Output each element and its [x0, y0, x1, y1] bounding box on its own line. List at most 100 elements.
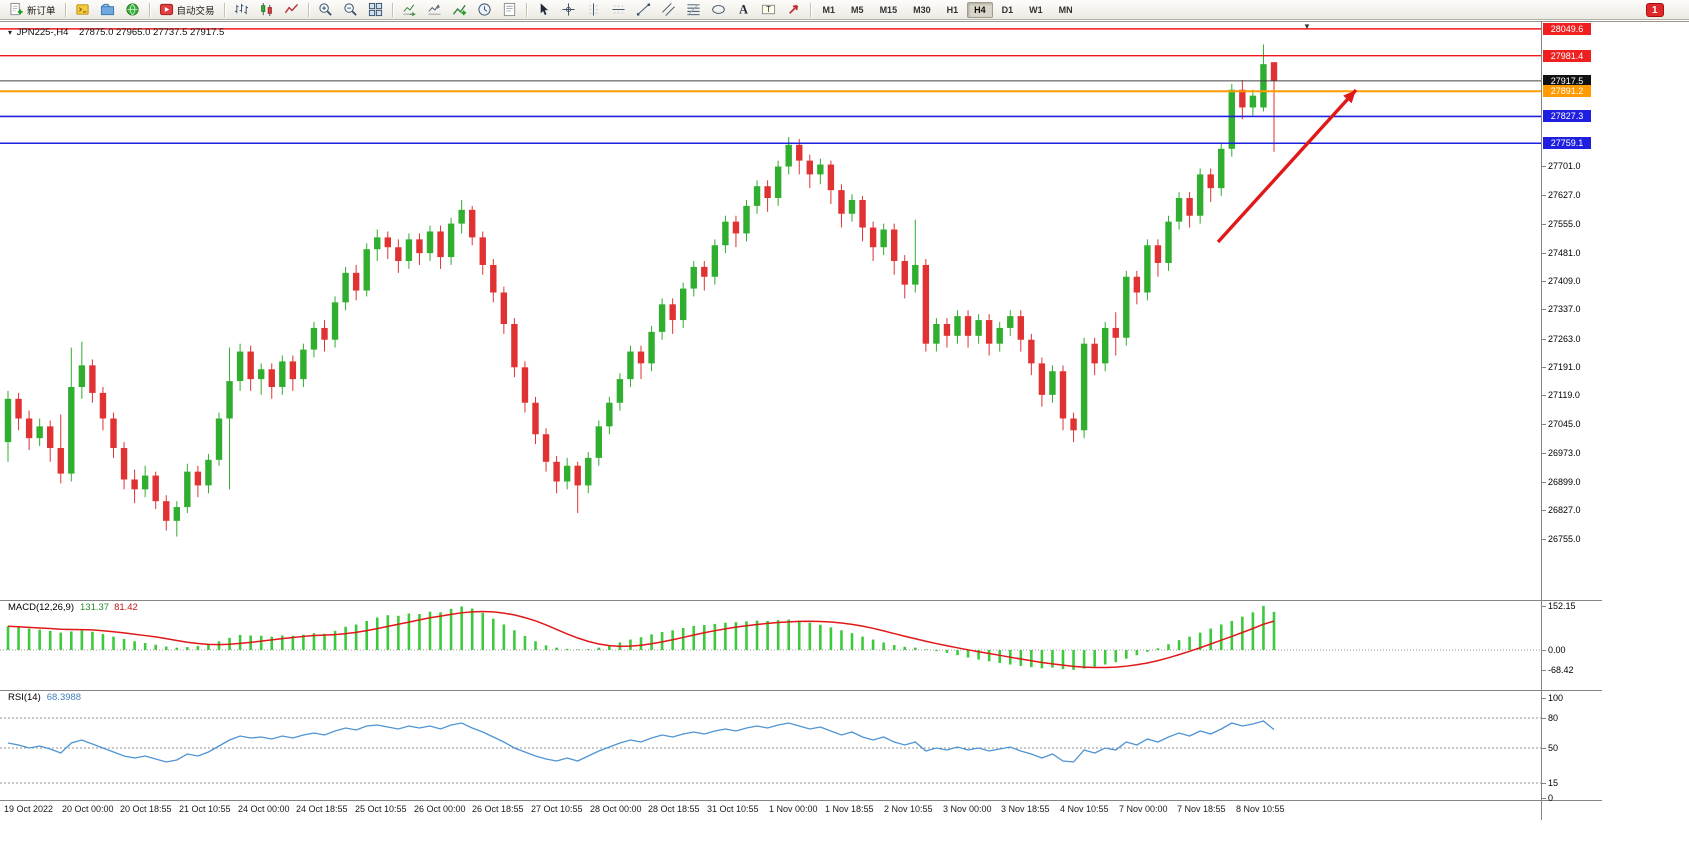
- add-indicator-button[interactable]: [447, 1, 472, 19]
- timeframe-m30-button[interactable]: M30: [913, 4, 931, 15]
- zoom-in-icon: [318, 2, 333, 17]
- templates-button[interactable]: [497, 1, 522, 19]
- timeframe-w1-button[interactable]: W1: [1029, 4, 1043, 15]
- community-icon: [125, 2, 140, 17]
- timeframe-m5-button[interactable]: M5: [851, 4, 864, 15]
- crosshair-icon: [561, 2, 576, 17]
- bar-chart-button[interactable]: [229, 1, 254, 19]
- fibonacci-button[interactable]: [681, 1, 706, 19]
- timeframe-m15-button[interactable]: M15: [879, 4, 898, 15]
- trendline-button[interactable]: [631, 1, 656, 19]
- rsi-panel-separator[interactable]: [0, 690, 1602, 691]
- chart-shift-button[interactable]: [422, 1, 447, 19]
- timeframe-h1-button[interactable]: H1: [946, 4, 959, 15]
- time-label: 27 Oct 10:55: [531, 804, 583, 814]
- price-tick: 27337.0: [1541, 304, 1581, 315]
- text-button[interactable]: A: [731, 1, 756, 19]
- svg-text:T: T: [766, 5, 771, 14]
- rsi-value: 68.3988: [46, 692, 82, 703]
- macd-indicator-label: MACD(12,26,9) 131.37 81.42: [8, 602, 138, 613]
- chart-shift-marker[interactable]: ▼: [1303, 22, 1311, 31]
- time-label: 20 Oct 18:55: [120, 804, 172, 814]
- time-label: 24 Oct 18:55: [296, 804, 348, 814]
- ohlc-values: 27875.0 27965.0 27737.5 27917.5: [79, 27, 225, 38]
- main-chart-panel[interactable]: [0, 22, 1541, 600]
- symbol-dropdown-icon[interactable]: ▾: [8, 28, 13, 37]
- candlestick-icon: [259, 2, 274, 17]
- autotrading-button[interactable]: 自动交易: [154, 1, 220, 19]
- time-label: 1 Nov 18:55: [825, 804, 874, 814]
- channel-button[interactable]: [656, 1, 681, 19]
- crosshair-button[interactable]: [556, 1, 581, 19]
- time-label: 8 Nov 10:55: [1236, 804, 1285, 814]
- time-label: 28 Oct 00:00: [590, 804, 642, 814]
- price-axis[interactable]: 27701.0 27627.0 27555.0 27481.0 27409.0 27337…: [1540, 21, 1604, 820]
- time-label: 7 Nov 00:00: [1119, 804, 1168, 814]
- tile-windows-button[interactable]: [363, 1, 388, 19]
- timeframe-d1-button[interactable]: D1: [1001, 4, 1014, 15]
- vertical-line-button[interactable]: [581, 1, 606, 19]
- time-axis[interactable]: 19 Oct 2022 20 Oct 00:00 20 Oct 18:55 21 Oc…: [0, 801, 1541, 819]
- price-tick: 27481.0: [1541, 247, 1581, 258]
- timeframe-mn-button[interactable]: MN: [1058, 4, 1073, 15]
- price-line-label: 27759.1: [1543, 137, 1591, 150]
- horizontal-line-button[interactable]: [606, 1, 631, 19]
- rsi-panel[interactable]: [0, 690, 1541, 800]
- window-top-border: [0, 21, 1689, 22]
- profiles-button[interactable]: [95, 1, 120, 19]
- price-tick: 26973.0: [1541, 447, 1581, 458]
- bar-chart-icon: [234, 2, 249, 17]
- time-label: 21 Oct 10:55: [179, 804, 231, 814]
- tile-windows-icon: [368, 2, 383, 17]
- chart-shift-icon: [427, 2, 442, 17]
- zoom-out-icon: [343, 2, 358, 17]
- toolbar-separator: [391, 2, 393, 17]
- macd-name: MACD(12,26,9): [8, 602, 74, 613]
- notification-badge[interactable]: 1: [1646, 3, 1664, 17]
- toolbar-separator: [525, 2, 527, 17]
- periods-button[interactable]: [472, 1, 497, 19]
- price-line-label: 27891.2: [1543, 85, 1591, 98]
- templates-icon: [502, 2, 517, 17]
- toolbar-separator: [809, 2, 811, 17]
- zoom-in-button[interactable]: [313, 1, 338, 19]
- time-label: 25 Oct 10:55: [355, 804, 407, 814]
- timeframe-h4-button[interactable]: H4: [967, 1, 993, 18]
- candlestick-button[interactable]: [254, 1, 279, 19]
- shapes-icon: [711, 2, 726, 17]
- price-tick: 27045.0: [1541, 419, 1581, 430]
- macd-panel[interactable]: [0, 600, 1541, 690]
- macd-scale-label: 152.15: [1541, 600, 1576, 611]
- auto-scroll-icon: [402, 2, 417, 17]
- price-tick: 27627.0: [1541, 190, 1581, 201]
- timeframe-m1-button[interactable]: M1: [822, 4, 836, 15]
- line-chart-button[interactable]: [279, 1, 304, 19]
- auto-scroll-button[interactable]: [397, 1, 422, 19]
- new-order-button[interactable]: 新订单: [4, 1, 61, 19]
- time-label: 26 Oct 00:00: [414, 804, 466, 814]
- time-label: 28 Oct 18:55: [648, 804, 700, 814]
- macd-scale-label: -68.42: [1541, 664, 1574, 675]
- metaeditor-icon: [75, 2, 90, 17]
- new-order-icon: [9, 2, 24, 17]
- time-label: 3 Nov 00:00: [943, 804, 992, 814]
- fibonacci-icon: [686, 2, 701, 17]
- price-tick: 27119.0: [1541, 390, 1580, 401]
- community-button[interactable]: [120, 1, 145, 19]
- text-label-button[interactable]: T: [756, 1, 781, 19]
- rsi-indicator-label: RSI(14) 68.3988: [8, 692, 81, 703]
- cursor-button[interactable]: [531, 1, 556, 19]
- arrows-button[interactable]: [781, 1, 806, 19]
- autotrading-icon: [159, 2, 174, 17]
- metaeditor-button[interactable]: [70, 1, 95, 19]
- rsi-scale-label: 15: [1540, 778, 1559, 788]
- autotrading-button-label: 自动交易: [176, 5, 215, 17]
- macd-panel-separator[interactable]: [0, 600, 1602, 601]
- zoom-out-button[interactable]: [338, 1, 363, 19]
- channel-icon: [661, 2, 676, 17]
- time-label: 2 Nov 10:55: [884, 804, 933, 814]
- price-axis-separator: [1541, 21, 1542, 820]
- text-icon: A: [736, 2, 751, 17]
- profiles-icon: [100, 2, 115, 17]
- shapes-button[interactable]: [706, 1, 731, 19]
